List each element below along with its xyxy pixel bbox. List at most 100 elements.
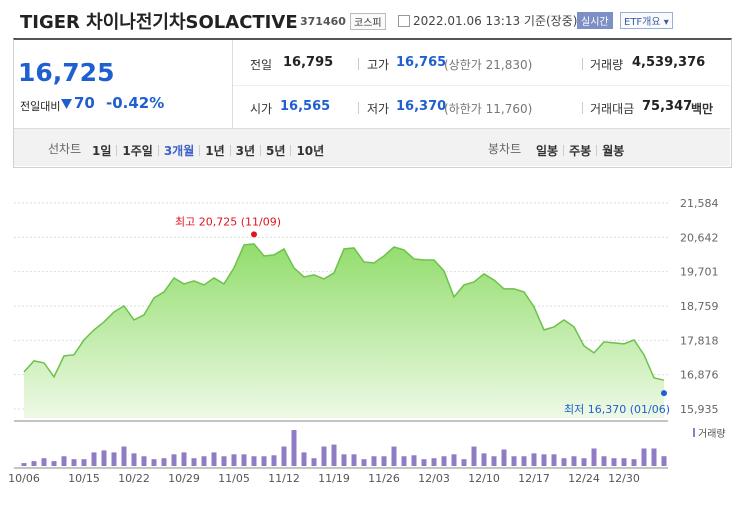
stat-extra: (하한가 11,760)	[444, 102, 533, 116]
stat-value: 16,370	[396, 99, 447, 114]
volume-bar	[501, 449, 507, 466]
realtime-button[interactable]: 실시간	[577, 12, 613, 29]
divider	[232, 40, 233, 128]
stat-label: 전일	[250, 58, 273, 72]
volume-bar	[301, 452, 307, 466]
stat-unit: 백만	[691, 102, 714, 116]
code: 371460	[300, 15, 346, 28]
volume-bar	[521, 456, 527, 466]
volume-bar	[341, 454, 347, 466]
title: TIGER 차이나전기차SOLACTIVE	[20, 12, 298, 33]
tab[interactable]: 주봉	[569, 144, 592, 158]
stat-value: 75,347	[642, 99, 693, 114]
volume-bar	[311, 458, 317, 466]
price-area	[24, 243, 664, 418]
x-tick-label: 11/05	[218, 472, 250, 485]
volume-bar	[51, 461, 57, 466]
stat-label: 고가	[367, 58, 390, 72]
volume-bar	[401, 456, 407, 466]
tab-separator	[116, 145, 118, 156]
volume-bar	[381, 456, 387, 466]
tab[interactable]: 3개월	[163, 144, 195, 158]
tab[interactable]: 5년	[266, 144, 286, 158]
volume-bar	[71, 459, 77, 466]
volume-bar	[321, 446, 327, 466]
stat-extra: (상한가 21,830)	[444, 58, 533, 72]
tab[interactable]: 1일	[92, 144, 112, 158]
stat-value: 4,539,376	[632, 55, 706, 70]
annotation-label: 최저 16,370 (01/06)	[564, 403, 670, 416]
tab[interactable]: 월봉	[602, 144, 625, 158]
volume-bar	[581, 458, 587, 466]
tab-separator	[290, 145, 292, 156]
stat-label: 거래대금	[590, 102, 635, 116]
volume-bar	[611, 458, 617, 466]
volume-bar	[201, 456, 207, 466]
volume-bar	[551, 454, 557, 466]
tab[interactable]: 1년	[205, 144, 225, 158]
market-badge: 코스피	[350, 13, 386, 30]
volume-bar	[241, 454, 247, 466]
chart: 15,935 16,876 17,818 18,759 19,701 20,642 21,5…	[8, 197, 725, 485]
x-tick-label: 10/29	[168, 472, 200, 485]
volume-bar	[511, 456, 517, 466]
volume-bar	[231, 454, 237, 466]
volume-bar	[431, 458, 437, 466]
volume-bar	[371, 456, 377, 466]
etf-button[interactable]: ETF개요 ▾	[620, 12, 673, 29]
volume-bar	[141, 456, 147, 466]
y-tick-label: 20,642	[680, 231, 719, 244]
volume-bar	[451, 454, 457, 466]
etf-label: ETF개요	[624, 17, 661, 28]
divider	[233, 85, 730, 86]
volume-bar	[621, 458, 627, 466]
tab-separator	[229, 145, 231, 156]
volume-bar	[361, 459, 367, 466]
volume-bar	[91, 452, 97, 466]
volume-bar	[601, 456, 607, 466]
y-tick-label: 17,818	[680, 334, 719, 347]
volume-bar	[41, 458, 47, 466]
volume-bar	[251, 456, 257, 466]
volume-bar	[421, 459, 427, 466]
volume-bar	[471, 446, 477, 466]
volume-bar	[211, 452, 217, 466]
change: 70	[74, 94, 95, 112]
volume-bar	[131, 453, 137, 466]
tab-bar	[14, 128, 730, 166]
volume-bar	[271, 455, 277, 466]
volume-bar	[221, 456, 227, 466]
volume-bar	[631, 459, 637, 466]
volume-bar	[481, 453, 487, 466]
volume-bar	[111, 452, 117, 466]
tab-separator	[260, 145, 262, 156]
volume-bar	[171, 454, 177, 466]
y-tick-label: 21,584	[680, 197, 719, 210]
volume-bar	[61, 456, 67, 466]
current-price: 16,725	[18, 58, 115, 87]
x-tick-label: 10/22	[118, 472, 150, 485]
tab-separator	[157, 145, 159, 156]
x-tick-label: 12/24	[568, 472, 600, 485]
x-tick-label: 12/03	[418, 472, 450, 485]
volume-bar	[461, 459, 467, 466]
volume-bar	[181, 452, 187, 466]
tab-separator	[563, 145, 565, 156]
y-tick-label: 19,701	[680, 266, 719, 279]
tab[interactable]: 일봉	[536, 144, 559, 158]
timestamp: 2022.01.06 13:13 기준(장중)	[413, 14, 578, 28]
volume-bar	[331, 444, 337, 466]
stat-label: 시가	[250, 102, 273, 116]
tab-label: 봉차트	[488, 142, 522, 156]
stat-label: 저가	[367, 102, 390, 116]
volume-bar	[191, 458, 197, 466]
x-tick-label: 10/06	[8, 472, 40, 485]
stat-label: 거래량	[590, 58, 624, 72]
volume-bar	[161, 458, 167, 466]
tab[interactable]: 10년	[296, 144, 325, 158]
down-arrow	[61, 99, 72, 109]
tab[interactable]: 3년	[235, 144, 256, 158]
x-tick-label: 10/15	[68, 472, 100, 485]
tab[interactable]: 1주일	[122, 144, 153, 158]
